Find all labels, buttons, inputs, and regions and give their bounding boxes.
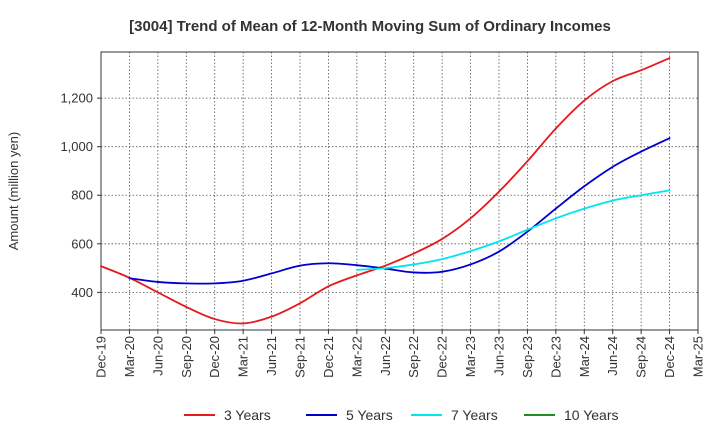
y-tick-label: 600	[71, 236, 93, 251]
x-tick-label: Mar-21	[236, 336, 251, 377]
plot-frame	[100, 51, 699, 331]
x-tick-label: Mar-22	[349, 336, 364, 377]
grid	[101, 52, 698, 330]
y-axis-label: Amount (million yen)	[6, 132, 21, 251]
x-tick-label: Dec-23	[548, 336, 563, 378]
y-tick-label: 800	[71, 188, 93, 203]
series-line-7-years	[355, 189, 671, 271]
x-tick-label: Jun-23	[492, 336, 507, 376]
y-tick-label: 1,000	[60, 139, 93, 154]
x-tick-label: Jun-22	[378, 336, 393, 376]
series-line-3-years	[100, 57, 671, 325]
x-tick-label: Mar-24	[577, 336, 592, 377]
legend-label-7-years: 7 Years	[451, 407, 498, 423]
legend-label-3-years: 3 Years	[224, 407, 271, 423]
x-tick-label: Sep-23	[520, 336, 535, 378]
x-tick-label: Sep-24	[634, 336, 649, 378]
y-tick-label: 400	[71, 285, 93, 300]
x-tick-label: Mar-25	[691, 336, 706, 377]
x-tick-label: Mar-20	[122, 336, 137, 377]
x-tick-label: Dec-21	[321, 336, 336, 378]
x-tick-label: Dec-22	[435, 336, 450, 378]
x-tick-label: Jun-24	[605, 336, 620, 376]
chart-title: [3004] Trend of Mean of 12-Month Moving …	[129, 18, 611, 35]
series-layer	[100, 57, 671, 325]
x-tick-label: Sep-22	[406, 336, 421, 378]
legend-label-10-years: 10 Years	[564, 407, 619, 423]
x-axis: Dec-19 Mar-20 Jun-20 Sep-20 Dec-20 Mar-21 Jun-…	[94, 330, 706, 378]
y-axis: 400 600 800 1,000 1,200	[60, 91, 101, 300]
legend-label-5-years: 5 Years	[346, 407, 393, 423]
x-tick-label: Jun-21	[264, 336, 279, 376]
series-line-5-years	[128, 137, 671, 285]
x-tick-label: Sep-20	[179, 336, 194, 378]
x-tick-label: Jun-20	[150, 336, 165, 376]
y-tick-label: 1,200	[60, 91, 93, 106]
legend: 3 Years 5 Years 7 Years 10 Years	[184, 407, 619, 423]
x-tick-label: Sep-21	[293, 336, 308, 378]
x-tick-label: Dec-20	[207, 336, 222, 378]
x-tick-label: Dec-19	[94, 336, 109, 378]
x-tick-label: Dec-24	[662, 336, 677, 378]
x-tick-label: Mar-23	[463, 336, 478, 377]
